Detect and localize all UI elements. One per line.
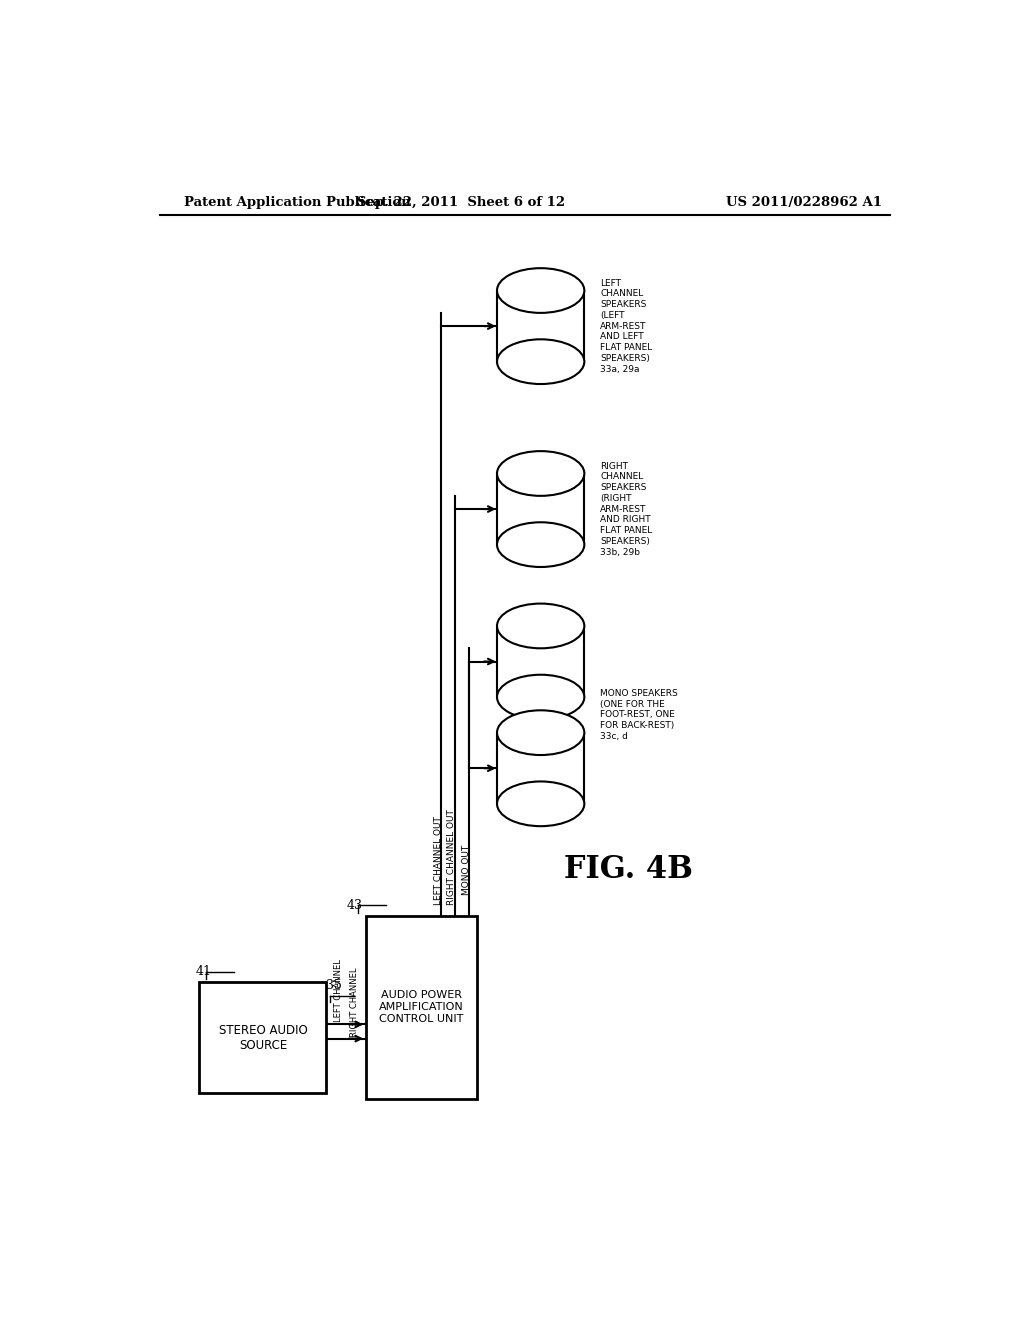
Text: US 2011/0228962 A1: US 2011/0228962 A1: [726, 195, 882, 209]
Polygon shape: [497, 626, 585, 697]
Ellipse shape: [497, 268, 585, 313]
Ellipse shape: [497, 451, 585, 496]
Text: 35: 35: [327, 979, 342, 991]
Text: LEFT CHANNEL OUT: LEFT CHANNEL OUT: [434, 817, 442, 906]
Ellipse shape: [497, 339, 585, 384]
Text: RIGHT CHANNEL OUT: RIGHT CHANNEL OUT: [447, 809, 457, 906]
FancyBboxPatch shape: [200, 982, 327, 1093]
Text: AUDIO POWER
AMPLIFICATION
CONTROL UNIT: AUDIO POWER AMPLIFICATION CONTROL UNIT: [379, 990, 464, 1024]
Text: LEFT
CHANNEL
SPEAKERS
(LEFT
ARM-REST
AND LEFT
FLAT PANEL
SPEAKERS)
33a, 29a: LEFT CHANNEL SPEAKERS (LEFT ARM-REST AND…: [600, 279, 652, 374]
Ellipse shape: [497, 603, 585, 648]
Ellipse shape: [497, 675, 585, 719]
Text: 43: 43: [346, 899, 362, 912]
Text: Sep. 22, 2011  Sheet 6 of 12: Sep. 22, 2011 Sheet 6 of 12: [357, 195, 565, 209]
Text: RIGHT
CHANNEL
SPEAKERS
(RIGHT
ARM-REST
AND RIGHT
FLAT PANEL
SPEAKERS)
33b, 29b: RIGHT CHANNEL SPEAKERS (RIGHT ARM-REST A…: [600, 462, 652, 557]
Text: Patent Application Publication: Patent Application Publication: [183, 195, 411, 209]
Text: MONO SPEAKERS
(ONE FOR THE
FOOT-REST, ONE
FOR BACK-REST)
33c, d: MONO SPEAKERS (ONE FOR THE FOOT-REST, ON…: [600, 689, 678, 741]
Ellipse shape: [497, 523, 585, 568]
Polygon shape: [497, 733, 585, 804]
Text: STEREO AUDIO
SOURCE: STEREO AUDIO SOURCE: [218, 1023, 307, 1052]
Text: FIG. 4B: FIG. 4B: [564, 854, 693, 886]
Ellipse shape: [497, 710, 585, 755]
Text: RIGHT CHANNEL: RIGHT CHANNEL: [349, 968, 358, 1036]
Text: 41: 41: [196, 965, 211, 978]
Ellipse shape: [497, 781, 585, 826]
FancyBboxPatch shape: [367, 916, 477, 1098]
Text: MONO OUT: MONO OUT: [462, 845, 471, 895]
Polygon shape: [497, 474, 585, 545]
Text: LEFT CHANNEL: LEFT CHANNEL: [334, 960, 343, 1022]
Polygon shape: [497, 290, 585, 362]
